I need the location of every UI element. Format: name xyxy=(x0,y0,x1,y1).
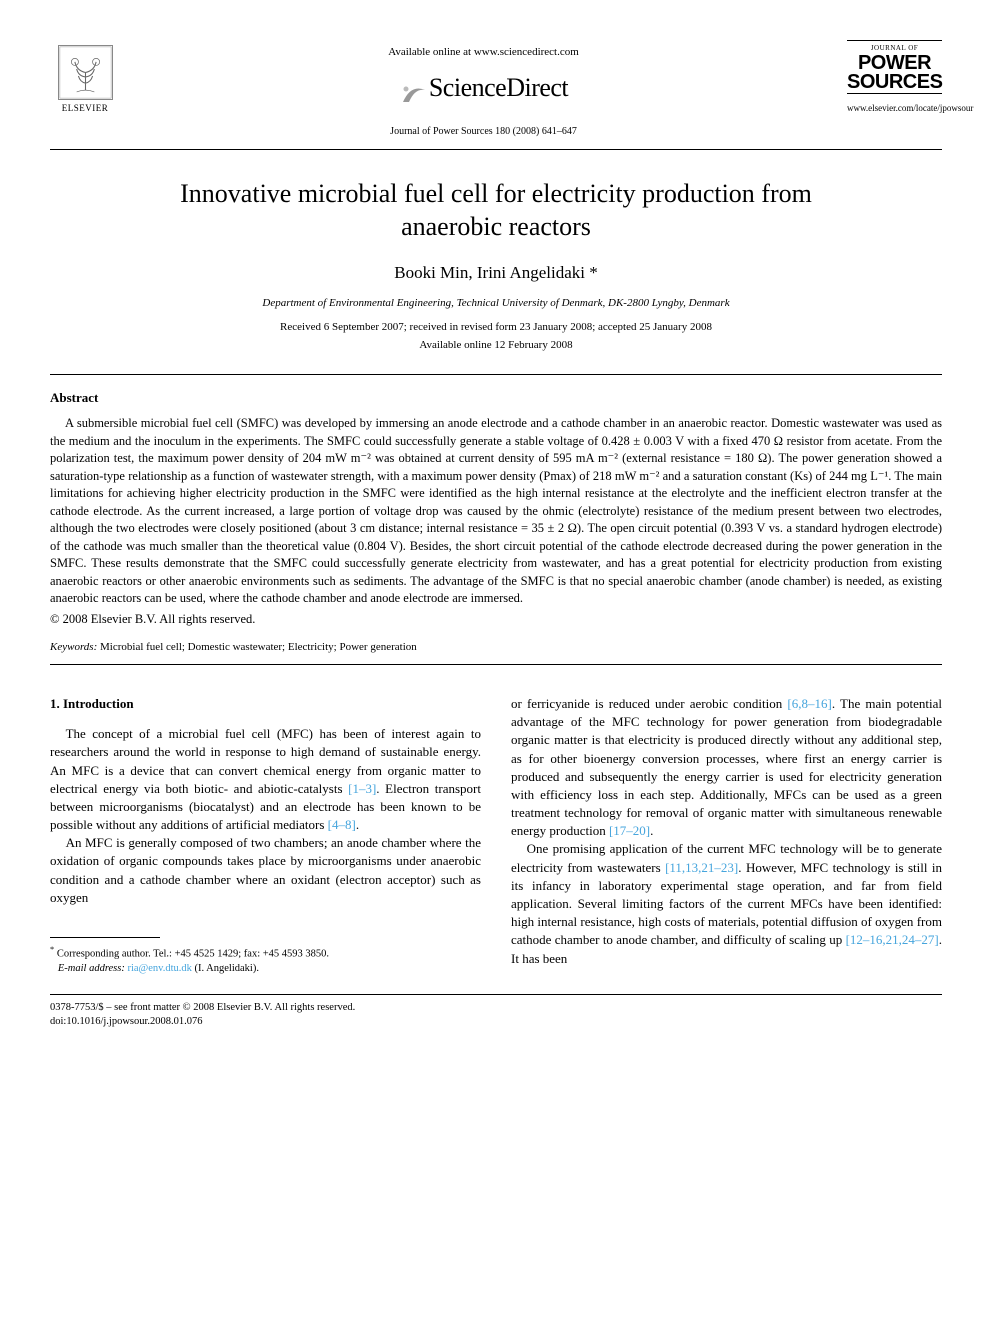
sd-name: ScienceDirect xyxy=(429,73,568,102)
intro-para-3: One promising application of the current… xyxy=(511,840,942,967)
ref-link-6-8-16[interactable]: [6,8–16] xyxy=(787,696,831,711)
abstract-text: A submersible microbial fuel cell (SMFC)… xyxy=(50,415,942,608)
intro-p1-c: . xyxy=(356,817,359,832)
abstract-bottom-rule xyxy=(50,664,942,665)
header-center: Available online at www.sciencedirect.co… xyxy=(120,40,847,139)
footnote-contact: Corresponding author. Tel.: +45 4525 142… xyxy=(57,949,329,960)
column-left: 1. Introduction The concept of a microbi… xyxy=(50,695,481,976)
intro-para-2-cont: or ferricyanide is reduced under aerobic… xyxy=(511,695,942,841)
journal-main-2: SOURCES xyxy=(847,74,942,91)
journal-logo: JOURNAL OF POWER SOURCES www.elsevier.co… xyxy=(847,40,942,115)
doi-line: doi:10.1016/j.jpowsour.2008.01.076 xyxy=(50,1015,942,1029)
ref-link-17-20[interactable]: [17–20] xyxy=(609,823,650,838)
keywords: Keywords: Microbial fuel cell; Domestic … xyxy=(50,640,942,656)
footnote-email-who: (I. Angelidaki). xyxy=(195,963,259,974)
copyright-line: © 2008 Elsevier B.V. All rights reserved… xyxy=(50,610,942,628)
header-rule xyxy=(50,149,942,150)
journal-main-1: POWER xyxy=(847,55,942,72)
affiliation: Department of Environmental Engineering,… xyxy=(50,296,942,312)
ref-link-1-3[interactable]: [1–3] xyxy=(348,781,376,796)
journal-url: www.elsevier.com/locate/jpowsour xyxy=(847,102,942,115)
front-matter-line: 0378-7753/$ – see front matter © 2008 El… xyxy=(50,1001,942,1015)
page-header: ELSEVIER Available online at www.science… xyxy=(50,40,942,139)
col2-p1-a: or ferricyanide is reduced under aerobic… xyxy=(511,696,787,711)
footnote-email-link[interactable]: ria@env.dtu.dk xyxy=(127,963,191,974)
ref-link-11-23[interactable]: [11,13,21–23] xyxy=(665,860,738,875)
article-title: Innovative microbial fuel cell for elect… xyxy=(140,178,852,243)
sd-swoosh-icon xyxy=(399,80,429,106)
section-1-heading: 1. Introduction xyxy=(50,695,481,713)
column-right: or ferricyanide is reduced under aerobic… xyxy=(511,695,942,976)
elsevier-tree-icon xyxy=(58,45,113,100)
corresponding-footnote: * Corresponding author. Tel.: +45 4525 1… xyxy=(50,944,481,976)
intro-para-1: The concept of a microbial fuel cell (MF… xyxy=(50,725,481,834)
col2-p1-b: . The main potential advantage of the MF… xyxy=(511,696,942,838)
dates-online: Available online 12 February 2008 xyxy=(50,338,942,354)
corresponding-mark: * xyxy=(585,263,598,282)
keywords-label: Keywords: xyxy=(50,641,97,653)
ref-link-4-8[interactable]: [4–8] xyxy=(328,817,356,832)
footnote-rule xyxy=(50,937,160,938)
footnote-star-icon: * xyxy=(50,945,54,954)
footnote-email-label: E-mail address: xyxy=(58,963,125,974)
sciencedirect-logo: ScienceDirect xyxy=(120,69,847,107)
available-online-line: Available online at www.sciencedirect.co… xyxy=(120,45,847,61)
keywords-text: Microbial fuel cell; Domestic wastewater… xyxy=(100,641,417,653)
abstract-top-rule xyxy=(50,374,942,375)
bottom-rule xyxy=(50,994,942,995)
elsevier-logo: ELSEVIER xyxy=(50,40,120,120)
dates-received: Received 6 September 2007; received in r… xyxy=(50,320,942,336)
authors: Booki Min, Irini Angelidaki * xyxy=(50,261,942,286)
journal-citation: Journal of Power Sources 180 (2008) 641–… xyxy=(120,125,847,140)
abstract-heading: Abstract xyxy=(50,389,942,408)
body-columns: 1. Introduction The concept of a microbi… xyxy=(50,695,942,976)
ref-link-12-27[interactable]: [12–16,21,24–27] xyxy=(846,932,939,947)
elsevier-label: ELSEVIER xyxy=(62,102,109,115)
author-names: Booki Min, Irini Angelidaki xyxy=(394,263,585,282)
col2-p1-c: . xyxy=(650,823,653,838)
intro-para-2: An MFC is generally composed of two cham… xyxy=(50,834,481,907)
